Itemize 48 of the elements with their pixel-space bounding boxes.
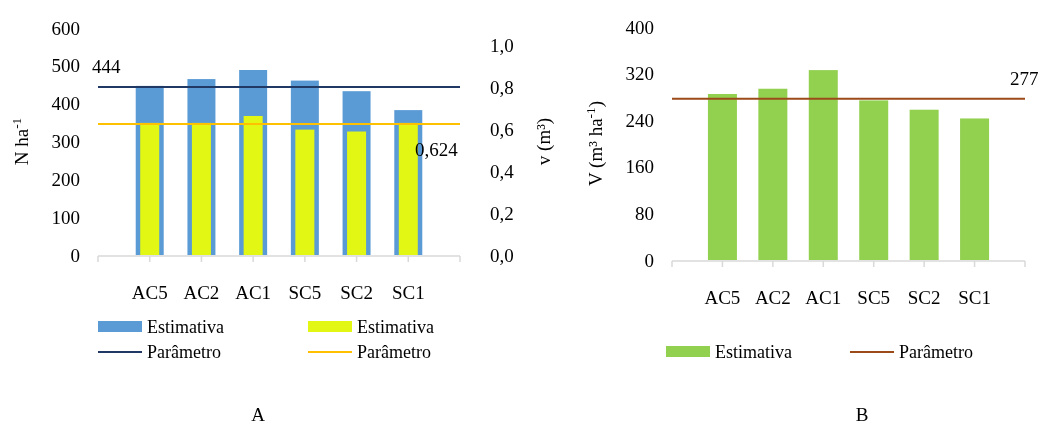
y2-tick-label: 0,2 xyxy=(490,202,514,224)
y2-tick-label: 1,0 xyxy=(490,34,514,56)
y2-tick-label: 0,6 xyxy=(490,118,514,140)
legend-label: Parâmetro xyxy=(147,342,221,363)
y-tick-label: 0 xyxy=(70,244,80,266)
y2-tick-label: 0,8 xyxy=(490,76,514,98)
y-tick-label: 160 xyxy=(625,156,654,178)
text: A xyxy=(251,404,266,425)
y-tick-label: 240 xyxy=(625,109,654,131)
annotation: 444 xyxy=(92,56,121,78)
x-tick-label: AC2 xyxy=(183,282,220,303)
legend-label: Estimativa xyxy=(715,342,792,363)
y-tick-label: 320 xyxy=(625,63,654,85)
x-tick-label: SC2 xyxy=(340,282,373,303)
x-tick-label: AC5 xyxy=(131,282,168,303)
legend-label: Estimativa xyxy=(357,317,434,338)
x-tick-label: AC2 xyxy=(754,287,791,308)
x-tick-label: SC2 xyxy=(907,287,941,308)
y-tick-label: 500 xyxy=(51,55,80,77)
bar xyxy=(758,88,788,260)
y2-tick-label: 0,4 xyxy=(490,160,515,182)
bar xyxy=(859,100,889,260)
legend-label: Parâmetro xyxy=(357,342,431,363)
y2-tick-label: 0,0 xyxy=(490,244,514,266)
legend-label: Estimativa xyxy=(147,317,224,338)
legend-label: Parâmetro xyxy=(899,342,973,363)
annotation: 277 xyxy=(1010,67,1039,89)
x-tick-label: SC5 xyxy=(288,282,322,303)
text: B xyxy=(855,404,869,425)
x-tick-label: AC1 xyxy=(805,287,842,308)
x-tick-label: SC1 xyxy=(391,282,425,303)
y-tick-label: 400 xyxy=(51,93,80,115)
bar xyxy=(960,118,990,260)
bar xyxy=(707,93,737,260)
x-tick-label: SC5 xyxy=(857,287,891,308)
y-tick-label: 100 xyxy=(51,206,80,228)
x-tick-label: SC1 xyxy=(958,287,991,308)
x-tick-label: AC5 xyxy=(704,287,741,308)
y-tick-label: 400 xyxy=(625,16,654,38)
y-tick-label: 0 xyxy=(644,249,654,271)
bar xyxy=(808,70,838,260)
y-tick-label: 300 xyxy=(51,131,80,153)
x-tick-label: AC1 xyxy=(235,282,272,303)
y-tick-label: 600 xyxy=(51,17,80,39)
y2-axis-title: v (m³) xyxy=(533,117,555,166)
y-tick-label: 200 xyxy=(51,168,80,190)
y-tick-label: 80 xyxy=(635,203,654,225)
bar xyxy=(909,109,939,260)
